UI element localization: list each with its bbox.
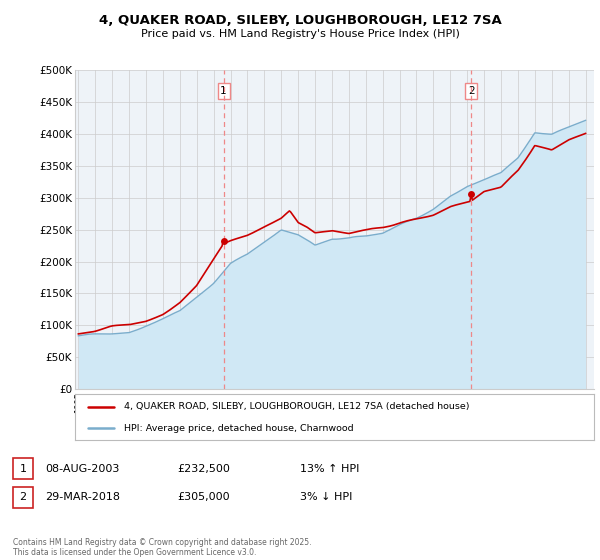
Text: Price paid vs. HM Land Registry's House Price Index (HPI): Price paid vs. HM Land Registry's House …	[140, 29, 460, 39]
Text: 2: 2	[20, 492, 26, 502]
Text: 1: 1	[20, 464, 26, 474]
Text: 29-MAR-2018: 29-MAR-2018	[45, 492, 120, 502]
Text: HPI: Average price, detached house, Charnwood: HPI: Average price, detached house, Char…	[124, 423, 354, 433]
Text: 13% ↑ HPI: 13% ↑ HPI	[300, 464, 359, 474]
Text: 4, QUAKER ROAD, SILEBY, LOUGHBOROUGH, LE12 7SA (detached house): 4, QUAKER ROAD, SILEBY, LOUGHBOROUGH, LE…	[124, 402, 470, 411]
Text: 3% ↓ HPI: 3% ↓ HPI	[300, 492, 352, 502]
Text: 2: 2	[468, 86, 475, 96]
Text: 1: 1	[220, 86, 227, 96]
Text: 4, QUAKER ROAD, SILEBY, LOUGHBOROUGH, LE12 7SA: 4, QUAKER ROAD, SILEBY, LOUGHBOROUGH, LE…	[98, 14, 502, 27]
Text: 08-AUG-2003: 08-AUG-2003	[45, 464, 119, 474]
Text: Contains HM Land Registry data © Crown copyright and database right 2025.
This d: Contains HM Land Registry data © Crown c…	[13, 538, 312, 557]
Text: £305,000: £305,000	[177, 492, 230, 502]
Text: £232,500: £232,500	[177, 464, 230, 474]
